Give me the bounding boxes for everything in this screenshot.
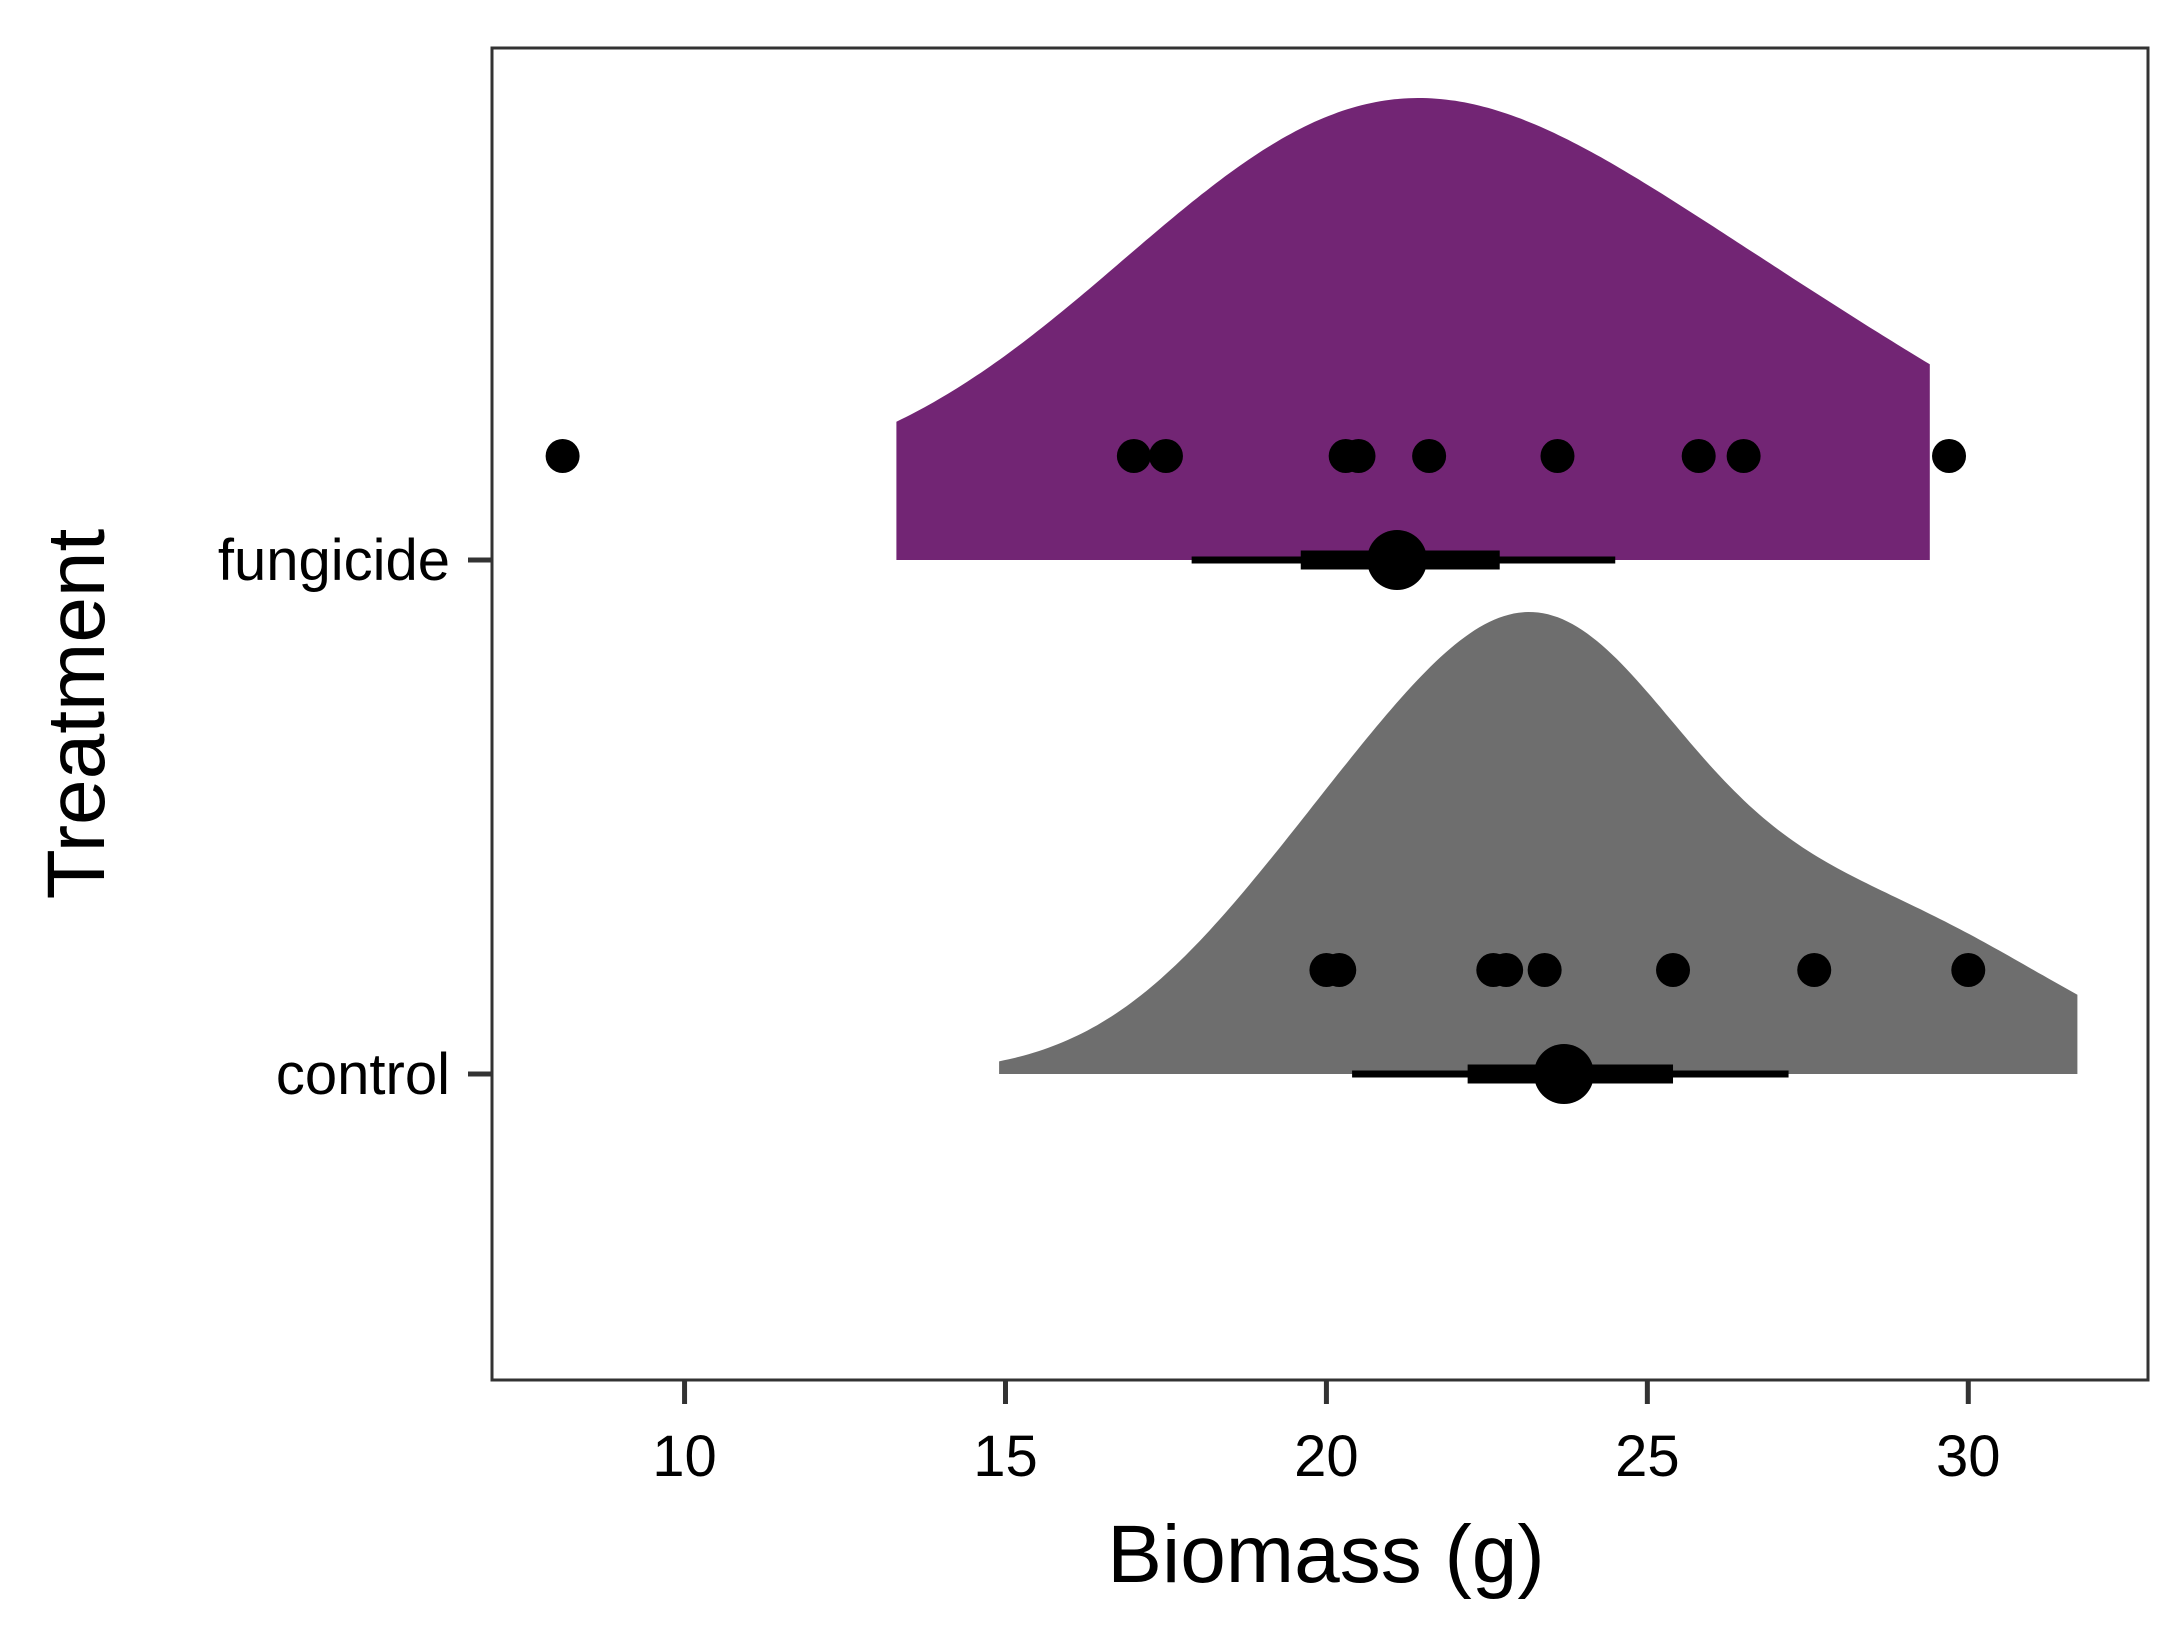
x-tick-label-25: 25: [1615, 1424, 1680, 1489]
x-tick-label-30: 30: [1936, 1424, 2001, 1489]
y-tick-label-fungicide: fungicide: [218, 528, 450, 593]
data-point-control-5: [1656, 953, 1691, 987]
data-point-fungicide-5: [1412, 439, 1447, 473]
data-point-fungicide-7: [1681, 439, 1716, 473]
y-tick-label-control: control: [276, 1042, 450, 1107]
median-point-control: [1533, 1044, 1594, 1104]
data-point-fungicide-8: [1726, 439, 1761, 473]
data-point-fungicide-2: [1148, 439, 1183, 473]
data-point-fungicide-6: [1540, 439, 1575, 473]
data-point-fungicide-9: [1932, 439, 1967, 473]
x-tick-label-15: 15: [973, 1424, 1038, 1489]
y-axis: fungicide control: [218, 528, 492, 1107]
y-axis-title: Treatment: [31, 528, 122, 899]
median-point-fungicide: [1367, 530, 1428, 590]
data-point-control-4: [1527, 953, 1562, 987]
x-axis: 10 15 20 25 30: [652, 1380, 2001, 1489]
data-point-control-3: [1489, 953, 1524, 987]
data-point-fungicide-0: [545, 439, 580, 473]
data-point-control-6: [1797, 953, 1832, 987]
halfeye-control: [999, 612, 2078, 1104]
halfeye-fungicide: [545, 98, 1967, 590]
data-point-control-7: [1951, 953, 1986, 987]
data-point-control-1: [1322, 953, 1357, 987]
data-point-fungicide-1: [1116, 439, 1151, 473]
panel-border: [490, 46, 2150, 1382]
x-tick-label-20: 20: [1294, 1424, 1359, 1489]
data-point-fungicide-4: [1341, 439, 1376, 473]
x-axis-title: Biomass (g): [1107, 1509, 1544, 1600]
x-tick-label-10: 10: [652, 1424, 717, 1489]
plot-area: [545, 98, 2078, 1104]
